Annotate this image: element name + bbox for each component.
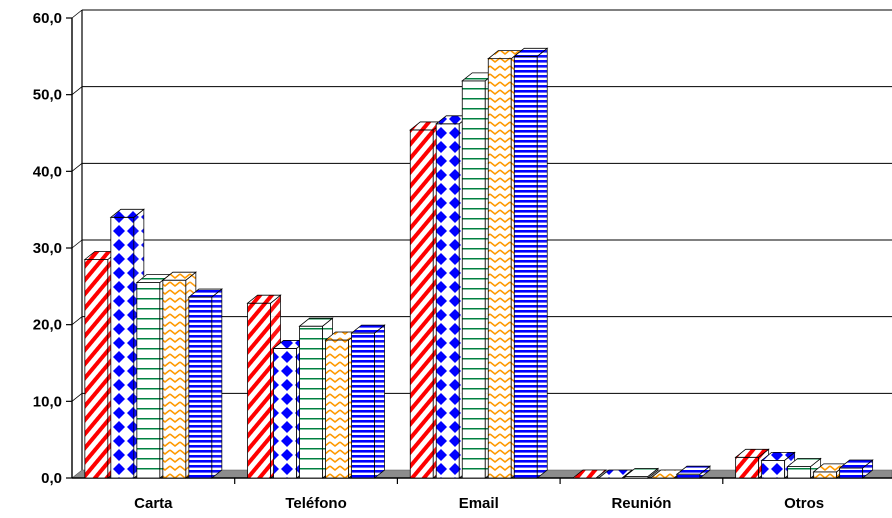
bar-front (162, 279, 187, 479)
bar-top (597, 469, 634, 479)
bar-top (246, 294, 282, 304)
bar-top (786, 458, 822, 467)
y-tick-label: 10,0 (33, 393, 62, 410)
bar-top (675, 465, 712, 475)
bar (838, 459, 874, 479)
y-tick-labels: 0,0 10,0 20,0 30,0 40,0 50,0 60,0 (33, 10, 62, 487)
bar-front (839, 467, 864, 479)
bars (83, 47, 874, 479)
bar-front (787, 466, 812, 479)
bar-front (676, 473, 701, 479)
bar (187, 288, 223, 479)
bar-front (409, 129, 434, 479)
bar-top (109, 208, 145, 218)
x-tick-label: Email (459, 495, 499, 512)
bar-front (273, 348, 297, 479)
y-tick-label: 20,0 (33, 317, 62, 334)
bar-top (838, 459, 874, 469)
bar-side (211, 288, 223, 479)
bar (786, 457, 822, 479)
bar-front (487, 58, 512, 479)
bar-top (350, 324, 386, 334)
bar-front (188, 296, 213, 479)
bar-front (435, 123, 460, 479)
gridline-diagonal (71, 86, 83, 95)
gridline-diagonal (71, 9, 83, 19)
bar-front (351, 332, 375, 479)
bar-side (374, 324, 385, 479)
x-tick-label: Carta (134, 495, 173, 512)
bar-front (813, 471, 838, 479)
bar-top (161, 271, 197, 281)
x-tick-label: Otros (784, 495, 824, 512)
bar (571, 469, 608, 479)
x-tick-label: Reunión (611, 495, 671, 512)
bar-front (325, 339, 349, 479)
y-tick-label: 50,0 (33, 87, 62, 104)
bar-front (247, 302, 271, 479)
bar-top (623, 468, 660, 477)
bar-front (299, 325, 323, 479)
bar-top (513, 47, 549, 57)
y-tick-label: 30,0 (33, 240, 62, 257)
bar (513, 47, 549, 479)
gridline-diagonal (71, 239, 83, 249)
bar-front (461, 80, 486, 479)
gridline-diagonal (71, 393, 83, 402)
y-tick-label: 60,0 (33, 10, 62, 27)
gridline-diagonal (71, 163, 83, 172)
y-tick-label: 0,0 (41, 470, 62, 487)
bar-front (136, 282, 161, 479)
bar (597, 469, 634, 479)
gridline-diagonal (71, 316, 83, 325)
bar-top (187, 288, 223, 298)
bar-side (536, 47, 548, 479)
bar-top (734, 448, 770, 458)
bar-top (571, 469, 608, 479)
bar (350, 324, 386, 479)
bar-top (298, 317, 334, 327)
bar-front (84, 259, 109, 479)
bar-front (110, 216, 135, 479)
bar-top (760, 451, 796, 461)
bar-front (513, 55, 538, 479)
y-tick-label: 40,0 (33, 163, 62, 180)
bar-front (735, 456, 760, 479)
x-tick-label: Teléfono (285, 495, 346, 512)
x-tick-labels: Carta Teléfono Email Reunión Otros (134, 495, 824, 512)
bar (623, 467, 660, 479)
bar (675, 465, 712, 479)
bar-front (761, 459, 786, 479)
